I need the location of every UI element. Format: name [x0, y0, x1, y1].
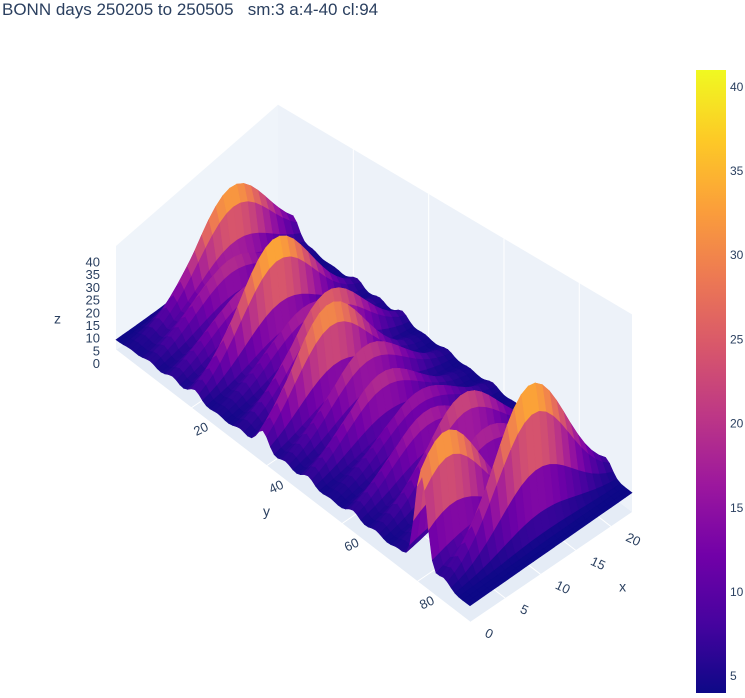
x-gridline — [115, 349, 471, 623]
colorbar-tick-label: 15 — [730, 501, 744, 515]
side-pane — [116, 104, 278, 350]
surface-mesh[interactable] — [115, 183, 633, 607]
z-tick-label: 15 — [86, 318, 100, 333]
colorbar-tick-label: 30 — [730, 248, 744, 262]
colorbar-gradient — [696, 70, 726, 693]
colorbar-tick-label: 40 — [730, 80, 744, 94]
z-tick-label: 20 — [86, 305, 100, 320]
colorbar[interactable]: 5 10 15 20 25 30 35 40 — [696, 70, 744, 693]
y-tick-label: 40 — [266, 477, 285, 497]
y-axis-title: y — [263, 503, 270, 519]
surface-cell — [465, 597, 478, 607]
z-tick-label: 10 — [86, 331, 100, 346]
chart-title: BONN days 250205 to 250505 sm:3 a:4-40 c… — [2, 0, 379, 19]
y-tick-label: 80 — [417, 593, 436, 613]
colorbar-tick-label: 25 — [730, 332, 744, 346]
x-tick-label: 5 — [518, 601, 531, 618]
z-tick-label: 40 — [86, 255, 100, 270]
z-tick-label: 25 — [86, 293, 100, 308]
z-tick-label: 35 — [86, 267, 100, 282]
z-tick-label: 30 — [86, 280, 100, 295]
z-tick-label: 5 — [93, 343, 100, 358]
colorbar-tick-label: 10 — [730, 585, 744, 599]
y-tick-label: 20 — [191, 419, 210, 439]
colorbar-tick-label: 35 — [730, 164, 744, 178]
x-axis-title: x — [619, 579, 626, 595]
y-tick-label: 60 — [342, 535, 361, 555]
z-axis-title: z — [54, 311, 61, 327]
z-tick-label: 0 — [93, 356, 100, 371]
colorbar-tick-label: 5 — [730, 669, 737, 683]
colorbar-tick-label: 20 — [730, 417, 744, 431]
x-tick-label: 15 — [588, 553, 607, 573]
x-tick-label: 20 — [624, 529, 643, 549]
x-tick-label: 10 — [553, 577, 572, 597]
x-tick-label: 0 — [483, 625, 496, 642]
